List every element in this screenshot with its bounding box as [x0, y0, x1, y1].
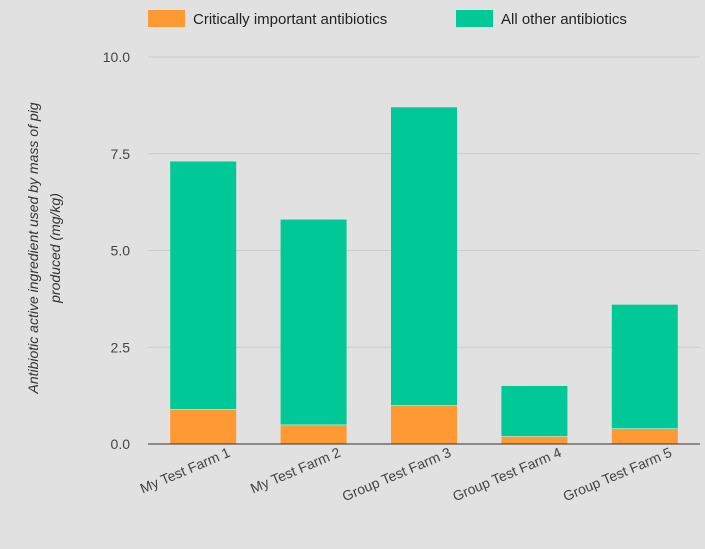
x-tick-label: My Test Farm 1	[138, 444, 233, 496]
y-tick-label: 10.0	[103, 49, 130, 65]
legend-swatch-critically-important	[148, 10, 185, 27]
bar-segment-critically-important-2[interactable]	[280, 424, 347, 444]
y-axis-title-line-2: produced (mg/kg)	[47, 193, 63, 304]
bar-segment-all-other-4[interactable]	[501, 385, 568, 437]
legend-item-all-other[interactable]: All other antibiotics	[456, 10, 627, 28]
bar-segment-all-other-3[interactable]	[391, 107, 457, 406]
bars	[170, 107, 678, 444]
legend-label-all-other: All other antibiotics	[501, 11, 627, 28]
bar-segment-critically-important-4[interactable]	[501, 436, 568, 444]
x-tick-label: Group Test Farm 4	[450, 444, 564, 504]
bar-segment-critically-important-3[interactable]	[391, 405, 457, 444]
y-axis-title-line-1: Antibiotic active ingredient used by mas…	[25, 102, 41, 394]
legend-label-critically-important: Critically important antibiotics	[193, 11, 387, 28]
x-tick-label: My Test Farm 2	[248, 444, 343, 496]
legend-item-critically-important[interactable]: Critically important antibiotics	[148, 10, 387, 28]
y-tick-label: 7.5	[111, 146, 131, 162]
y-tick-label: 2.5	[111, 339, 131, 355]
y-tick-label: 5.0	[111, 243, 131, 259]
bar-segment-all-other-1[interactable]	[170, 161, 237, 410]
y-axis-ticks: 0.0 2.5 5.0 7.5 10.0	[103, 49, 130, 452]
y-axis-title: Antibiotic active ingredient used by mas…	[25, 102, 63, 394]
x-tick-label: Group Test Farm 5	[561, 444, 675, 504]
x-tick-label: Group Test Farm 3	[340, 444, 454, 504]
bar-segment-critically-important-1[interactable]	[170, 409, 237, 444]
bar-segment-all-other-5[interactable]	[611, 304, 678, 429]
bar-segment-all-other-2[interactable]	[280, 219, 347, 425]
legend: Critically important antibiotics All oth…	[148, 10, 627, 28]
y-tick-label: 0.0	[111, 436, 131, 452]
bar-segment-critically-important-5[interactable]	[611, 428, 678, 444]
legend-swatch-all-other	[456, 10, 493, 27]
